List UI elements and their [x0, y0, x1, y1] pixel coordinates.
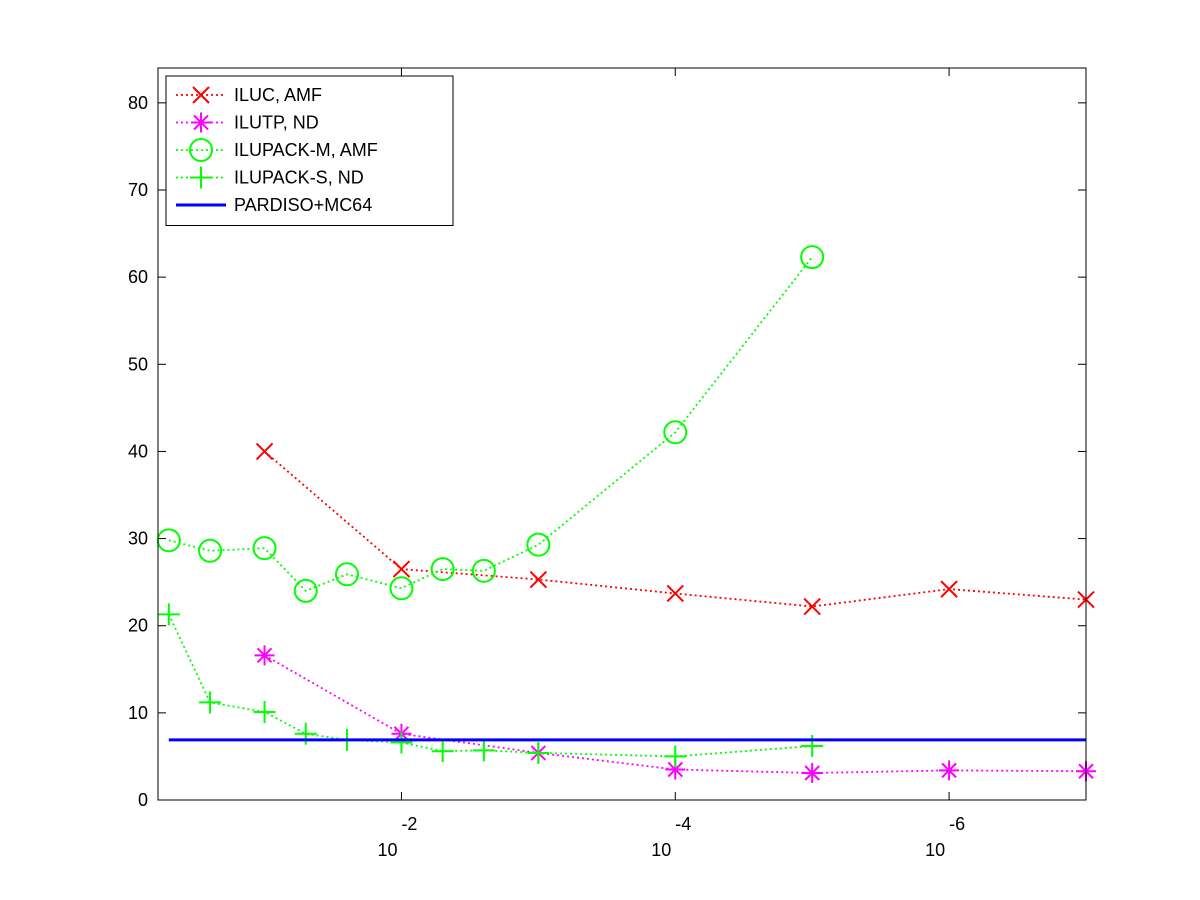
- legend-label: PARDISO+MC64: [234, 195, 372, 215]
- data-point: [255, 442, 274, 461]
- x-tick-label-exponent: -2: [401, 814, 417, 834]
- series-3: [157, 603, 824, 768]
- data-point: [392, 560, 411, 578]
- legend-marker: [191, 112, 211, 133]
- data-point: [803, 597, 821, 616]
- data-point: [472, 739, 495, 762]
- legend-label: ILUTP, ND: [234, 113, 319, 133]
- data-point: [666, 584, 684, 603]
- legend-label: ILUPACK-M, AMF: [234, 140, 378, 160]
- legend-label: ILUPACK-S, ND: [234, 168, 364, 188]
- x-tick-label-exponent: -4: [675, 814, 691, 834]
- legend-item: ILUPACK-S, ND: [176, 166, 364, 189]
- x-tick-label-base: 10: [651, 840, 671, 860]
- x-tick-label-exponent: -6: [949, 814, 965, 834]
- data-point: [198, 538, 223, 563]
- y-tick-label: 70: [128, 180, 148, 200]
- y-tick-label: 80: [128, 93, 148, 113]
- y-tick-label: 30: [128, 529, 148, 549]
- data-point: [389, 576, 414, 601]
- axes-frame: [157, 67, 1087, 801]
- legend-marker: [189, 138, 213, 162]
- data-point: [664, 745, 687, 768]
- data-point: [430, 557, 455, 582]
- data-point: [527, 741, 550, 764]
- data-point: [334, 562, 359, 587]
- legend-marker: [192, 86, 210, 104]
- legend-label: ILUC, AMF: [234, 85, 322, 105]
- series-0: [255, 442, 1095, 616]
- x-tick-label-base: 10: [377, 840, 397, 860]
- data-point: [254, 645, 275, 666]
- data-point: [471, 558, 496, 583]
- data-point: [253, 700, 276, 723]
- legend: ILUC, AMF ILUTP, ND ILUPACK-M, AMF ILUPACK-…: [165, 75, 454, 226]
- axes-ticks: [158, 68, 1086, 801]
- legend-item: ILUC, AMF: [176, 85, 322, 105]
- data-point: [940, 580, 958, 598]
- y-tick-label: 10: [128, 703, 148, 723]
- legend-marker: [190, 166, 212, 189]
- y-tick-label: 0: [138, 790, 148, 810]
- data-point: [663, 420, 688, 445]
- y-tick-label: 40: [128, 441, 148, 461]
- data-point: [431, 740, 454, 763]
- data-point: [939, 760, 960, 781]
- data-point: [199, 691, 222, 714]
- data-point: [526, 532, 551, 557]
- data-point: [390, 731, 413, 754]
- data-point: [252, 536, 277, 561]
- data-point: [800, 245, 825, 270]
- x-tick-label-base: 10: [925, 840, 945, 860]
- legend-item: ILUPACK-M, AMF: [176, 138, 378, 162]
- data-point: [802, 762, 823, 783]
- y-tick-label: 60: [128, 267, 148, 287]
- series-2: [156, 245, 825, 603]
- y-tick-label: 20: [128, 616, 148, 636]
- series-layer: [156, 245, 1096, 783]
- legend-box: [165, 75, 454, 226]
- legend-item: PARDISO+MC64: [176, 195, 372, 215]
- y-tick-label: 50: [128, 354, 148, 374]
- data-point: [293, 578, 318, 603]
- legend-item: ILUTP, ND: [176, 112, 319, 133]
- data-point: [529, 570, 548, 589]
- data-point: [157, 603, 180, 626]
